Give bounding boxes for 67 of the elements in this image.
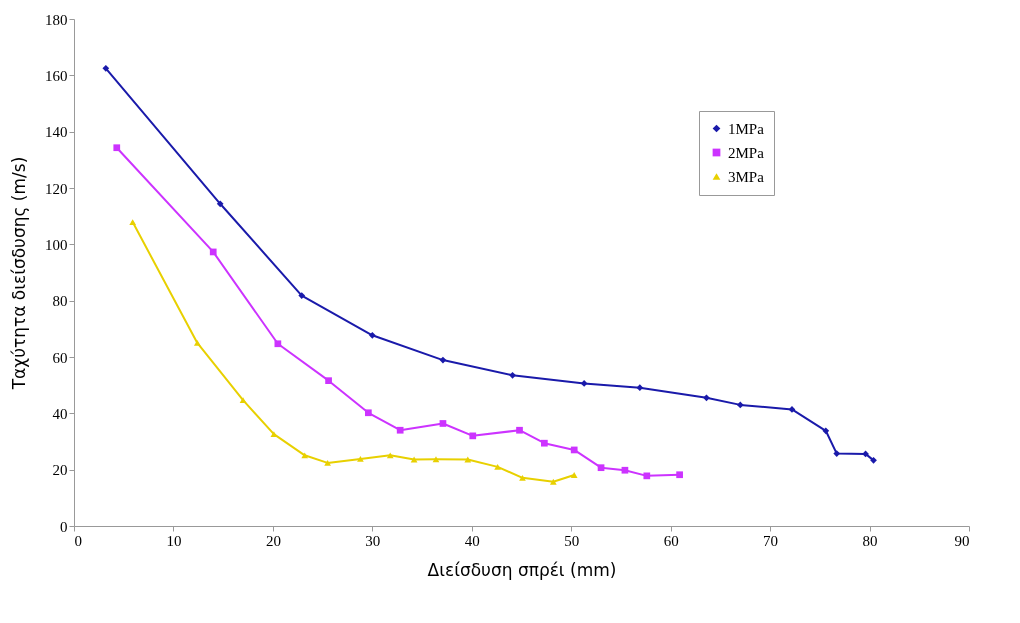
x-tick-label: 80 [862,532,878,549]
x-tick-label: 30 [365,532,381,549]
y-tick-label: 140 [45,124,68,141]
point [439,356,447,364]
point [549,478,557,485]
point [129,219,137,225]
point [833,450,841,457]
x-tick-label: 50 [564,532,580,549]
point [432,456,440,463]
point [324,460,331,466]
point [570,446,578,454]
point [703,394,710,402]
legend-label: 1MPa [728,120,765,137]
legend-label: 3MPa [728,168,765,185]
y-tick-label: 60 [52,349,68,366]
y-tick-label: 40 [52,405,68,422]
point [274,340,282,348]
x-tick-label: 10 [166,532,182,549]
y-tick-label: 180 [45,11,68,28]
point [519,474,526,481]
point [301,452,309,459]
point [570,472,578,478]
point [516,426,523,434]
point [298,292,306,299]
point [597,464,605,472]
point [357,456,364,462]
point [439,420,447,427]
point [386,452,394,459]
point [822,427,830,435]
y-tick-label: 20 [52,462,68,479]
point [102,64,110,72]
x-tick-label: 20 [265,532,281,549]
x-tick-label: 0 [74,532,82,549]
point [325,377,332,385]
y-tick-label: 100 [45,236,68,253]
point [368,331,376,339]
point [365,409,372,417]
x-tick-label: 60 [663,532,679,549]
x-tick-label: 40 [464,532,480,549]
point [469,432,477,440]
point [216,200,224,208]
point [239,397,247,403]
y-axis-title: Ταχύτητα διείσδυσης (m/s) [9,156,29,391]
point [736,401,744,409]
point [209,248,217,256]
point [580,380,588,387]
x-tick-label: 90 [954,532,970,549]
point [509,371,516,379]
point [676,471,683,479]
point [494,463,501,470]
point [621,466,629,474]
point [636,384,644,392]
point [193,340,201,346]
y-tick-label: 120 [45,180,68,197]
x-tick-label: 70 [763,532,779,549]
point [541,439,548,447]
y-tick-label: 80 [52,293,68,310]
point [396,426,404,434]
y-tick-label: 160 [45,67,68,84]
y-tick-label: 0 [60,518,68,535]
point [870,457,877,464]
point [862,450,869,458]
x-axis-title: Διείσδυση σπρέι (mm) [427,559,617,580]
legend-label: 2MPa [728,144,765,161]
point [113,144,121,152]
point [643,472,651,480]
point [788,406,796,413]
